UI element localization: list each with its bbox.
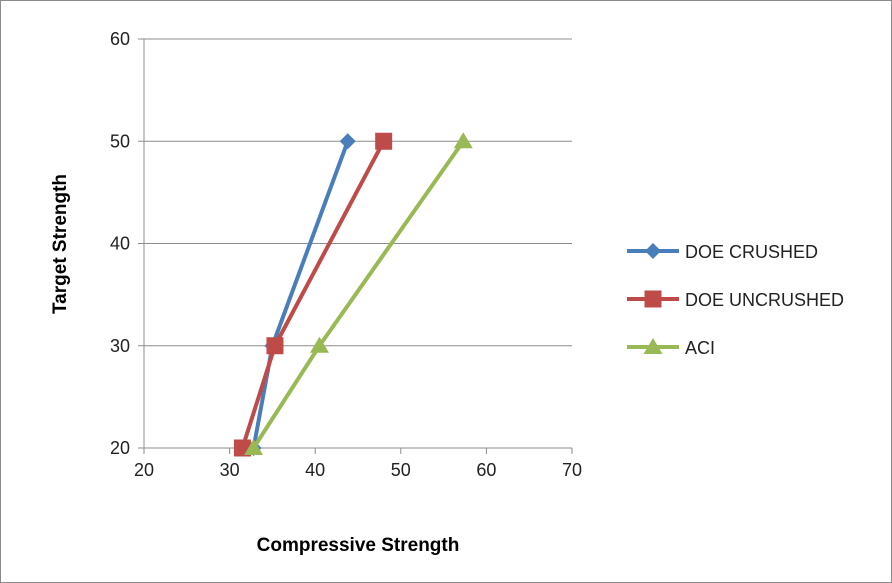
legend-marker [644,290,662,308]
x-tick-label: 20 [134,460,154,480]
legend: DOE CRUSHED DOE UNCRUSHED ACI [627,242,844,358]
y-tick-label: 20 [110,438,130,458]
legend-item-doe-uncrushed: DOE UNCRUSHED [627,290,844,310]
y-tick-label: 50 [110,131,130,151]
series-layer [233,132,473,457]
y-axis-title: Target Strength [50,174,71,314]
axes [138,38,573,454]
legend-item-doe-crushed: DOE CRUSHED [627,242,818,262]
y-tick-label: 40 [110,234,130,254]
x-tick-label: 50 [391,460,411,480]
y-tick-label: 30 [110,336,130,356]
data-point-doe-uncrushed [266,337,284,355]
data-point-doe-uncrushed [375,132,393,150]
x-tick-label: 40 [305,460,325,480]
legend-label: DOE UNCRUSHED [685,290,844,310]
series-doe-uncrushed [233,132,393,457]
data-point-aci [244,439,264,455]
legend-marker [645,243,661,259]
data-point-aci [309,336,329,353]
x-tick-label: 70 [562,460,582,480]
data-point-aci [453,132,473,149]
x-axis-title: Compressive Strength [257,535,460,556]
y-tick-label: 60 [110,29,130,49]
x-tick-label: 30 [220,460,240,480]
gridlines [144,38,572,347]
legend-item-aci: ACI [627,338,715,358]
x-tick-label: 60 [476,460,496,480]
series-aci [244,132,473,455]
legend-label: DOE CRUSHED [685,242,818,262]
tick-labels: 20 30 40 50 60 20 30 40 50 60 70 [110,29,582,480]
data-point-doe-crushed [339,133,356,150]
legend-marker [643,338,663,354]
legend-label: ACI [685,338,715,358]
